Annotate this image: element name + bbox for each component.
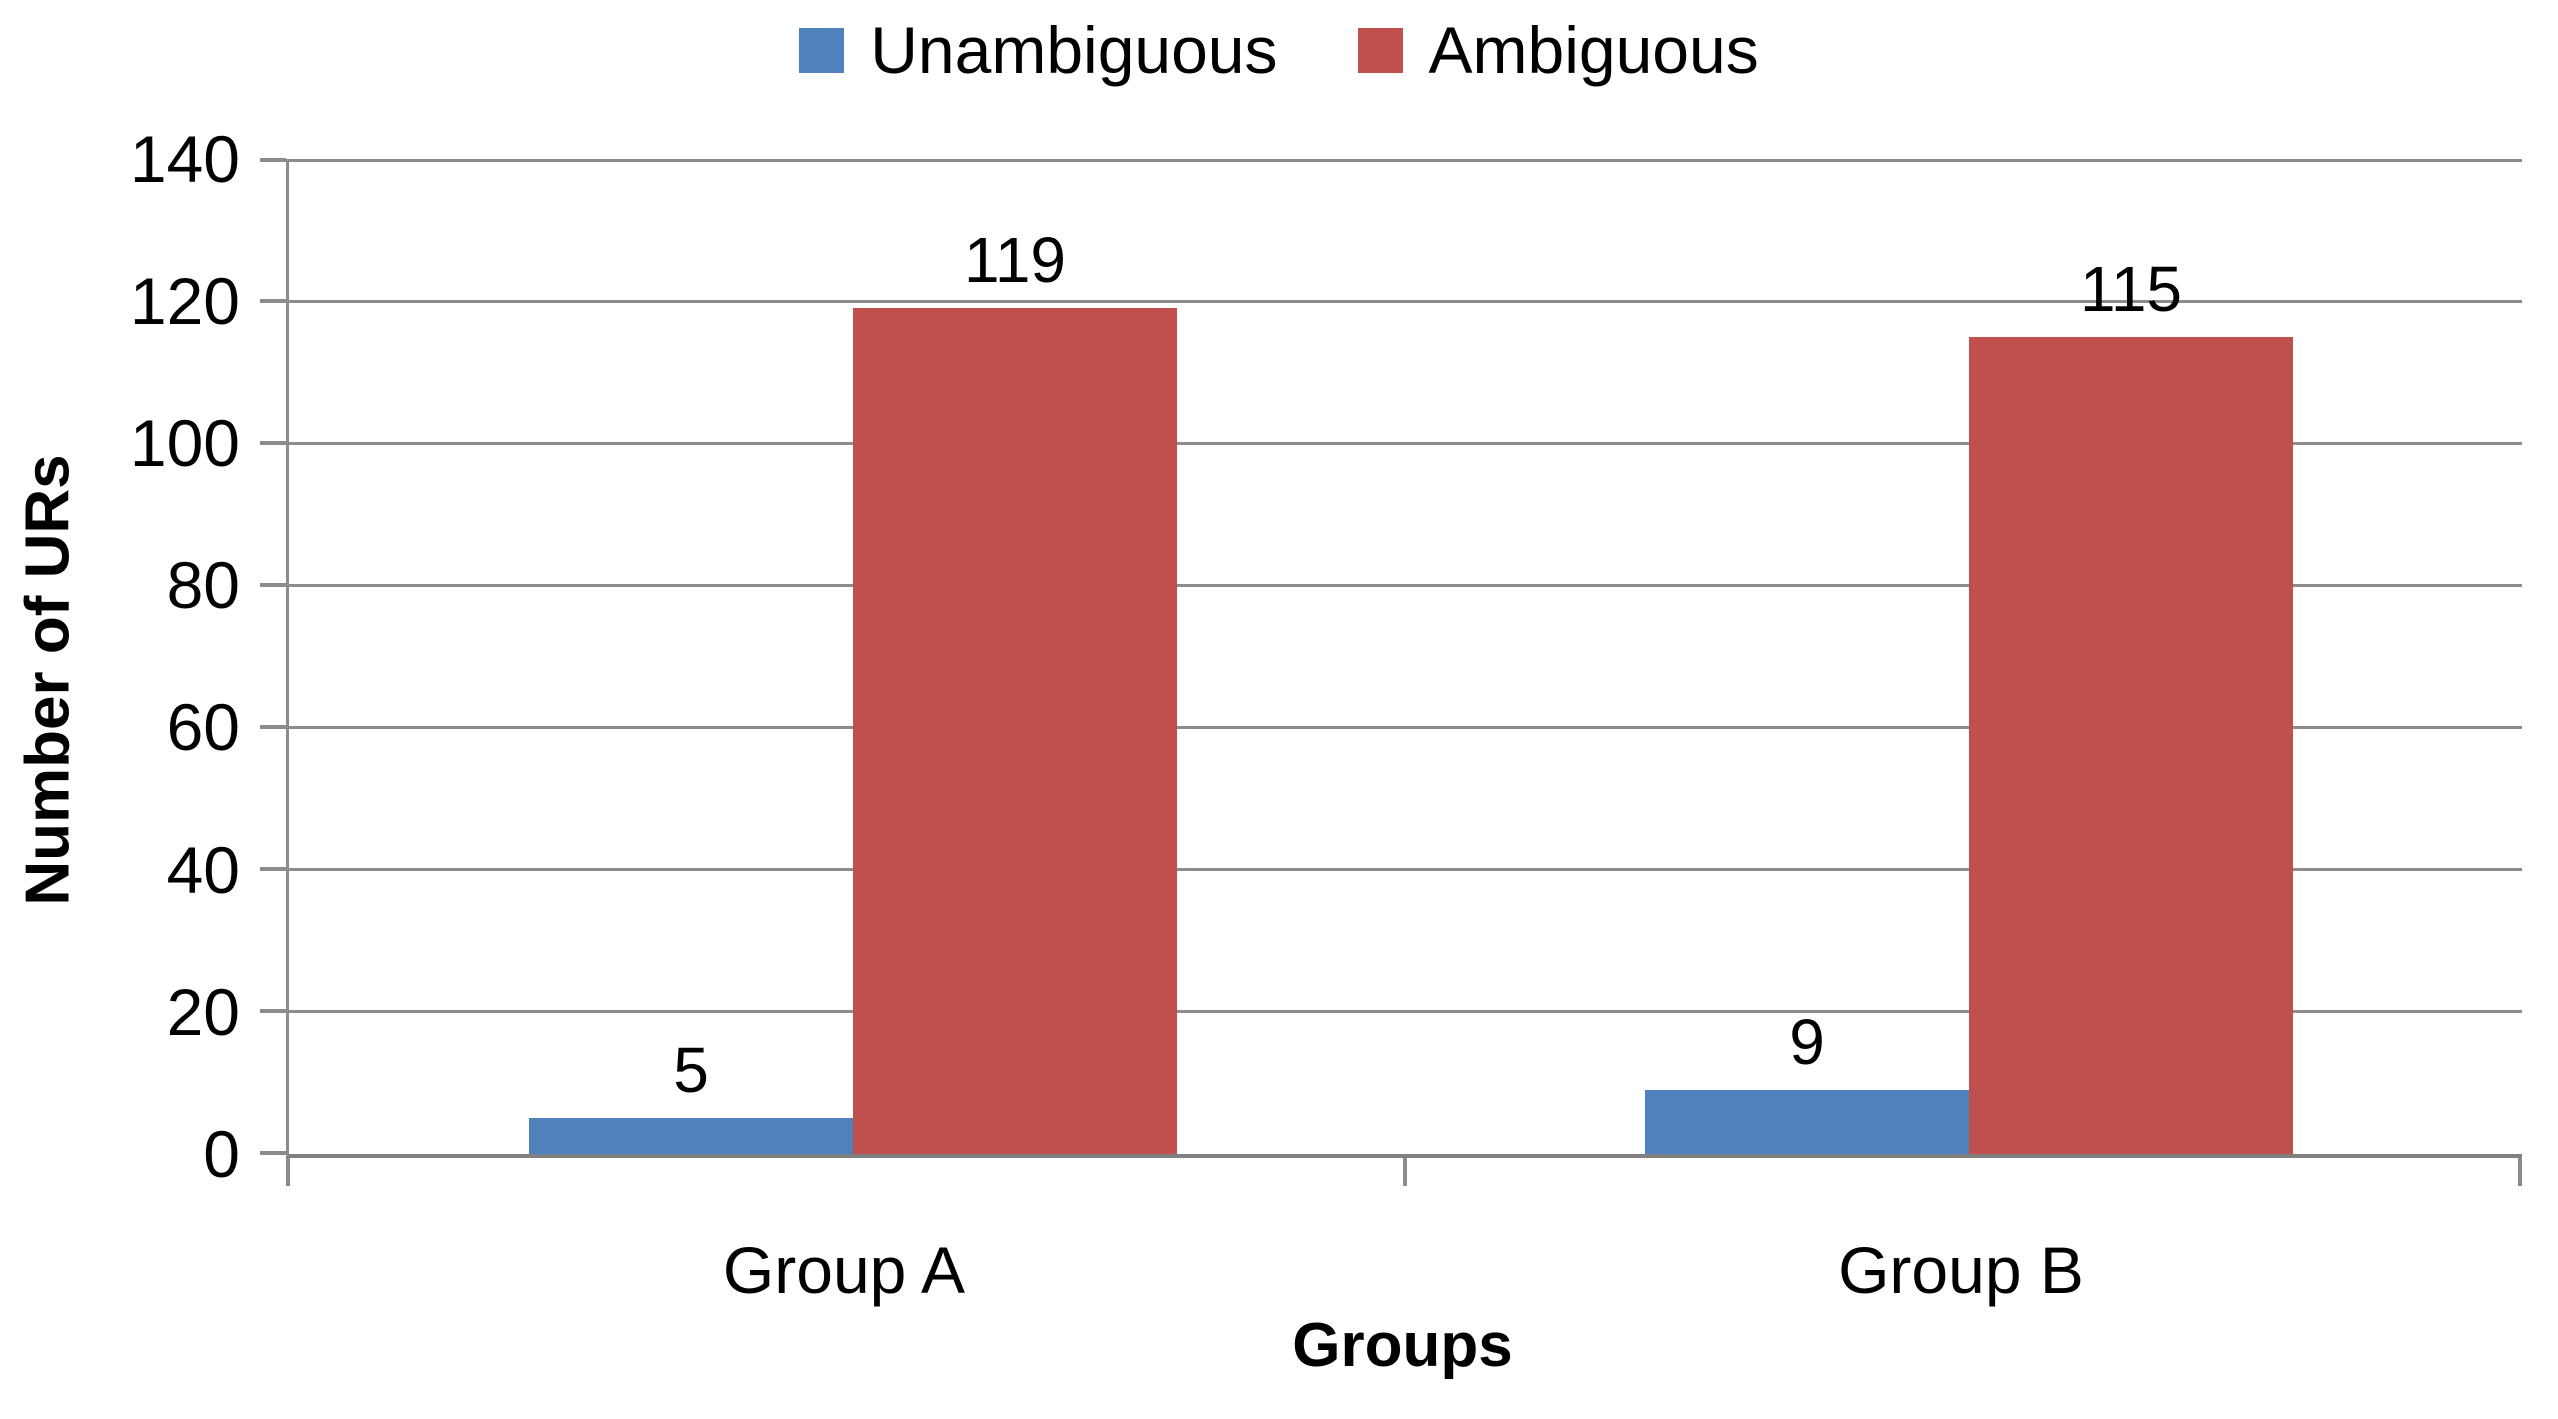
legend-swatch-unambiguous-icon	[799, 27, 845, 73]
legend-label-ambiguous: Ambiguous	[1428, 13, 1759, 87]
gridline	[289, 868, 2522, 871]
bar-groupA-ambiguous[interactable]	[853, 308, 1177, 1154]
data-label-groupB-unambiguous: 9	[1789, 1006, 1825, 1079]
gridline	[289, 159, 2522, 162]
plot-area: 5 119 9 115	[260, 158, 2522, 1186]
legend-label-unambiguous: Unambiguous	[870, 13, 1278, 87]
y-axis-tick	[260, 583, 286, 587]
data-label-groupB-ambiguous: 115	[2079, 252, 2183, 325]
y-axis-tick	[260, 725, 286, 729]
y-axis-tick	[260, 867, 286, 871]
legend-item-ambiguous[interactable]: Ambiguous	[1357, 8, 1759, 92]
y-tick-label: 120	[129, 264, 240, 338]
gridline	[289, 1010, 2522, 1013]
y-tick-label: 40	[166, 833, 240, 907]
x-axis-tick	[1403, 1158, 1407, 1186]
x-axis-tick	[2518, 1158, 2522, 1186]
data-label-groupA-unambiguous: 5	[673, 1034, 709, 1107]
legend: Unambiguous Ambiguous	[0, 8, 2558, 92]
y-tick-label: 0	[203, 1117, 240, 1191]
y-axis-tick	[260, 299, 286, 303]
x-category-label-groupB: Group B	[1838, 1233, 2084, 1307]
legend-item-unambiguous[interactable]: Unambiguous	[799, 8, 1278, 92]
gridline	[289, 300, 2522, 303]
x-axis-title: Groups	[1292, 1311, 1513, 1380]
y-tick-label: 20	[166, 975, 240, 1049]
gridline	[289, 726, 2522, 729]
y-tick-label: 140	[129, 122, 240, 196]
y-axis-tick	[260, 441, 286, 445]
data-label-groupA-ambiguous: 119	[963, 224, 1067, 297]
y-tick-label: 60	[166, 690, 240, 764]
bar-groupB-unambiguous[interactable]	[1645, 1090, 1969, 1154]
gridline	[289, 584, 2522, 587]
legend-swatch-ambiguous-icon	[1357, 27, 1403, 73]
bar-groupA-unambiguous[interactable]	[529, 1118, 853, 1154]
y-tick-label: 100	[129, 406, 240, 480]
y-axis-tick	[260, 1009, 286, 1013]
x-category-label-groupA: Group A	[722, 1233, 966, 1307]
gridline	[289, 442, 2522, 445]
y-tick-label: 80	[166, 548, 240, 622]
y-axis-tick	[260, 158, 286, 162]
x-axis-tick	[286, 1158, 290, 1186]
bar-groupB-ambiguous[interactable]	[1969, 336, 2293, 1154]
y-axis-tick	[260, 1151, 286, 1155]
